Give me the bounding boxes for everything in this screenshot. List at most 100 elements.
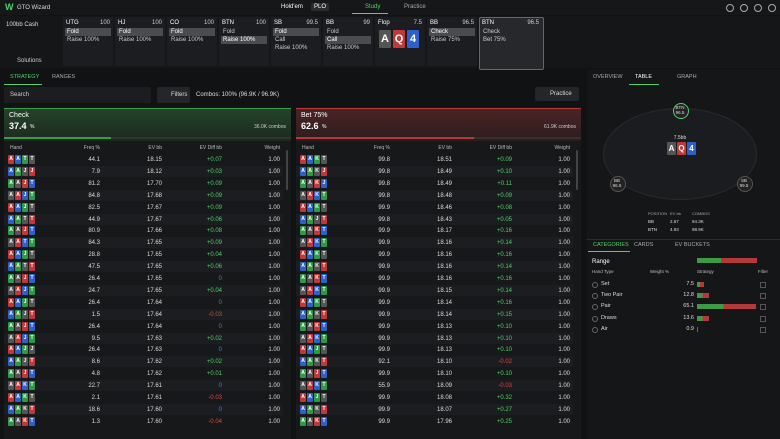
cell: 1.00	[558, 180, 570, 187]
position: BB	[430, 20, 439, 26]
game-tab[interactable]: Hold'em	[281, 4, 303, 10]
cell: +0.16	[496, 252, 512, 259]
filter-box[interactable]	[760, 315, 766, 322]
category-name: Pair	[601, 303, 611, 310]
column-header[interactable]: Hand	[10, 145, 22, 151]
card: A	[15, 155, 21, 164]
action-column[interactable]	[271, 17, 321, 66]
action-option[interactable]: Bet 75%	[483, 37, 506, 43]
expand-icon[interactable]	[592, 315, 598, 322]
column-header[interactable]: Freq %	[373, 145, 390, 151]
action-option[interactable]: Call	[325, 36, 371, 44]
nav-tab[interactable]: Practice	[404, 4, 426, 10]
action-option[interactable]: Fold	[117, 28, 163, 36]
filter-box[interactable]	[760, 304, 766, 311]
weight-bar	[697, 315, 710, 321]
action-option[interactable]: Check	[483, 29, 501, 35]
action-option[interactable]: Raise 100%	[327, 45, 360, 51]
panel-header[interactable]	[296, 108, 581, 141]
column-header[interactable]: EV bb	[438, 145, 452, 151]
game-tab[interactable]: PLO	[311, 3, 330, 11]
action-column[interactable]	[479, 17, 544, 70]
card: J	[22, 309, 28, 319]
card: A	[8, 155, 14, 164]
filter-box[interactable]	[760, 282, 766, 288]
action-option[interactable]: Call	[275, 37, 286, 43]
action-option[interactable]: Raise 100%	[171, 37, 204, 43]
card: J	[314, 214, 320, 224]
action-option[interactable]: Fold	[327, 29, 339, 35]
column-header[interactable]: Hand	[302, 145, 314, 151]
practice-button[interactable]	[535, 87, 579, 101]
card: A	[8, 202, 14, 212]
filter-box[interactable]	[760, 293, 766, 300]
action-option[interactable]: Fold	[223, 29, 235, 35]
action-option[interactable]: Fold	[65, 28, 111, 36]
filter-button[interactable]	[157, 87, 190, 103]
action-option[interactable]: Fold	[273, 28, 319, 36]
expand-icon[interactable]	[592, 282, 598, 288]
header-icon[interactable]	[726, 4, 734, 12]
card: T	[321, 285, 327, 295]
action-option[interactable]: Fold	[169, 28, 215, 36]
action-option[interactable]: Raise 100%	[119, 37, 152, 43]
expand-icon[interactable]	[592, 304, 598, 311]
side-tab[interactable]: TABLE	[635, 74, 653, 80]
cell: 17.65	[146, 252, 162, 259]
row-bg	[296, 308, 573, 320]
action-option[interactable]: Raise 100%	[67, 37, 100, 43]
card: A	[15, 297, 21, 307]
action-option[interactable]: Raise 75%	[431, 37, 461, 43]
card: A	[300, 309, 306, 319]
tab[interactable]: RANGES	[52, 74, 76, 80]
expand-icon[interactable]	[592, 293, 598, 300]
column-header[interactable]: EV Diff bb	[199, 145, 222, 151]
search-box[interactable]	[4, 87, 151, 103]
card: A	[307, 297, 313, 307]
scrollbar[interactable]	[576, 150, 578, 190]
format[interactable]: 100bb Cash	[6, 22, 39, 28]
category-tab[interactable]: CATEGORIES	[593, 242, 629, 248]
solutions[interactable]: Solutions	[17, 58, 42, 64]
header-icon[interactable]	[754, 4, 762, 12]
cell: +0.06	[206, 264, 222, 271]
category-tab[interactable]: CARDS	[634, 242, 654, 248]
column-header[interactable]: Weight	[554, 145, 570, 151]
panel-header[interactable]	[4, 108, 291, 141]
weight-bar	[697, 326, 698, 332]
cell: 0	[218, 383, 222, 390]
side-tab[interactable]: GRAPH	[677, 74, 697, 80]
tab[interactable]: STRATEGY	[10, 74, 40, 80]
side-tab[interactable]: OVERVIEW	[593, 74, 623, 80]
header-icon[interactable]	[768, 4, 776, 12]
action-column[interactable]	[115, 17, 165, 66]
column-header[interactable]: EV bb	[148, 145, 162, 151]
action-column[interactable]	[63, 17, 113, 66]
category-weight: 7.5	[686, 281, 694, 287]
action-option[interactable]: Raise 100%	[221, 36, 267, 44]
cell: 17.66	[146, 228, 162, 235]
nav-tab[interactable]: Study	[365, 4, 381, 10]
action-option[interactable]: Check	[429, 28, 475, 36]
row-bg	[4, 284, 283, 296]
filter-box[interactable]	[760, 326, 766, 333]
header-icon[interactable]	[740, 4, 748, 12]
category-tab[interactable]: EV BUCKETS	[675, 242, 710, 248]
expand-icon[interactable]	[592, 326, 598, 333]
column-header[interactable]: EV Diff bb	[489, 145, 512, 151]
action-option[interactable]: Raise 100%	[275, 45, 308, 51]
weight-bar	[697, 304, 756, 310]
card: K	[314, 357, 320, 367]
scrollbar[interactable]	[286, 150, 288, 190]
category-name: Two Pair	[601, 292, 623, 299]
row-bg	[4, 308, 283, 320]
card: K	[314, 297, 320, 307]
category-header: Weight %	[649, 269, 669, 274]
action-column[interactable]	[167, 17, 217, 66]
column-header[interactable]: Weight	[264, 145, 280, 151]
action-column[interactable]	[427, 17, 477, 66]
card: K	[314, 238, 320, 248]
cell: 1.00	[558, 216, 570, 223]
column-header[interactable]: Freq %	[83, 145, 100, 151]
card: T	[321, 250, 327, 260]
